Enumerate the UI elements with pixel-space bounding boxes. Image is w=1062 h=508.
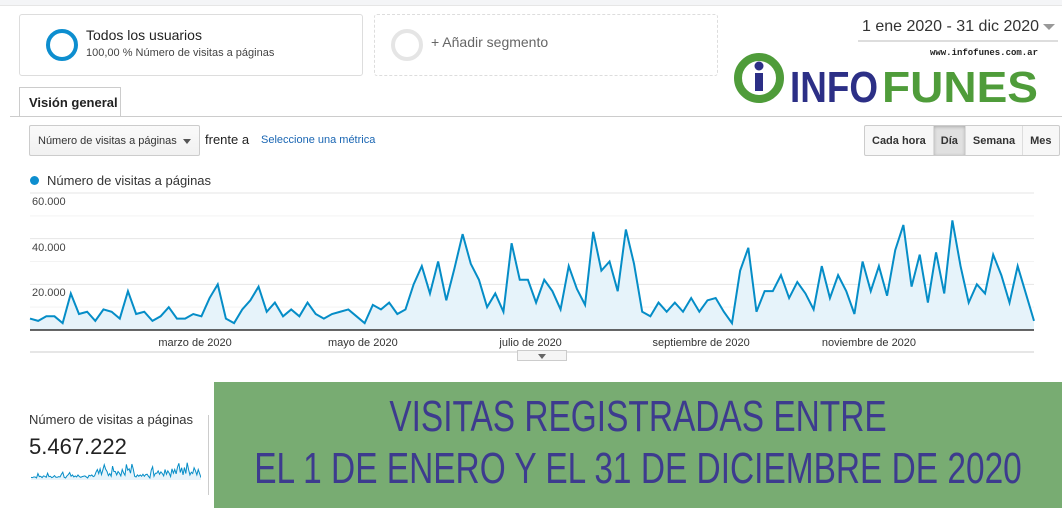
empty-segment-circle-icon (391, 29, 423, 61)
summary-label: Número de visitas a páginas (29, 412, 194, 427)
x-tick-label: mayo de 2020 (327, 337, 398, 349)
banner: VISITAS REGISTRADAS ENTRE EL 1 DE ENERO … (214, 382, 1062, 508)
top-strip (0, 0, 1062, 6)
segment-title: Todos los usuarios (86, 27, 202, 43)
infofunes-logo: www.infofunes.com.ar INFO FUNES (734, 48, 1038, 104)
x-tick-label: julio de 2020 (499, 337, 562, 349)
logo-url: www.infofunes.com.ar (930, 48, 1038, 58)
metric-select[interactable]: Número de visitas a páginas (29, 125, 200, 156)
segment-subtitle: 100,00 % Número de visitas a páginas (86, 47, 275, 59)
caret-down-icon (183, 139, 191, 144)
banner-line-2: EL 1 DE ENERO Y EL 31 DE DICIEMBRE DE 20… (254, 444, 1022, 493)
y-tick-label: 20.000 (32, 287, 66, 300)
legend-dot-icon (30, 176, 39, 185)
vs-label: frente a (205, 132, 250, 147)
date-range-picker[interactable]: 1 ene 2020 - 31 dic 2020 (862, 18, 1040, 35)
series-line (29, 220, 1035, 326)
sparkline-area (31, 462, 201, 480)
legend-label: Número de visitas a páginas (47, 173, 212, 188)
granularity-day-button[interactable]: Día (933, 126, 966, 155)
summary-value: 5.467.222 (29, 434, 127, 459)
segment-all-users[interactable]: Todos los usuarios 100,00 % Número de vi… (19, 14, 363, 76)
x-tick-label: marzo de 2020 (158, 337, 232, 349)
add-segment-label: + Añadir segmento (431, 34, 549, 50)
series-area (30, 220, 1034, 330)
summary-divider (208, 415, 209, 495)
metric-select-value: Número de visitas a páginas (38, 135, 177, 147)
sparkline-line (31, 462, 201, 480)
logo-info: INFO (790, 63, 878, 104)
y-tick-label: 40.000 (32, 241, 66, 254)
add-segment-button[interactable]: + Añadir segmento (374, 14, 718, 76)
line-chart (29, 192, 1035, 353)
date-underline (858, 40, 1058, 42)
tab-vision-general[interactable]: Visión general (19, 87, 121, 117)
logo-funes: FUNES (882, 63, 1038, 104)
granularity-toggle: Cada hora Día Semana Mes (864, 125, 1060, 156)
tab-divider (10, 116, 1062, 117)
select-metric-link[interactable]: Seleccione una métrica (261, 134, 376, 146)
x-tick-label: noviembre de 2020 (821, 337, 917, 349)
x-tick-label: septiembre de 2020 (652, 337, 750, 349)
segment-circle-icon (46, 29, 78, 61)
chevron-down-icon[interactable] (1043, 24, 1055, 30)
summary-sparkline (31, 462, 201, 480)
granularity-month-button[interactable]: Mes (1030, 135, 1052, 147)
chart-resize-handle[interactable] (517, 350, 567, 361)
y-tick-label: 60.000 (32, 196, 66, 208)
granularity-week-button[interactable]: Semana (966, 126, 1024, 155)
banner-line-1: VISITAS REGISTRADAS ENTRE (389, 392, 887, 441)
granularity-hour-button[interactable]: Cada hora (865, 126, 934, 155)
